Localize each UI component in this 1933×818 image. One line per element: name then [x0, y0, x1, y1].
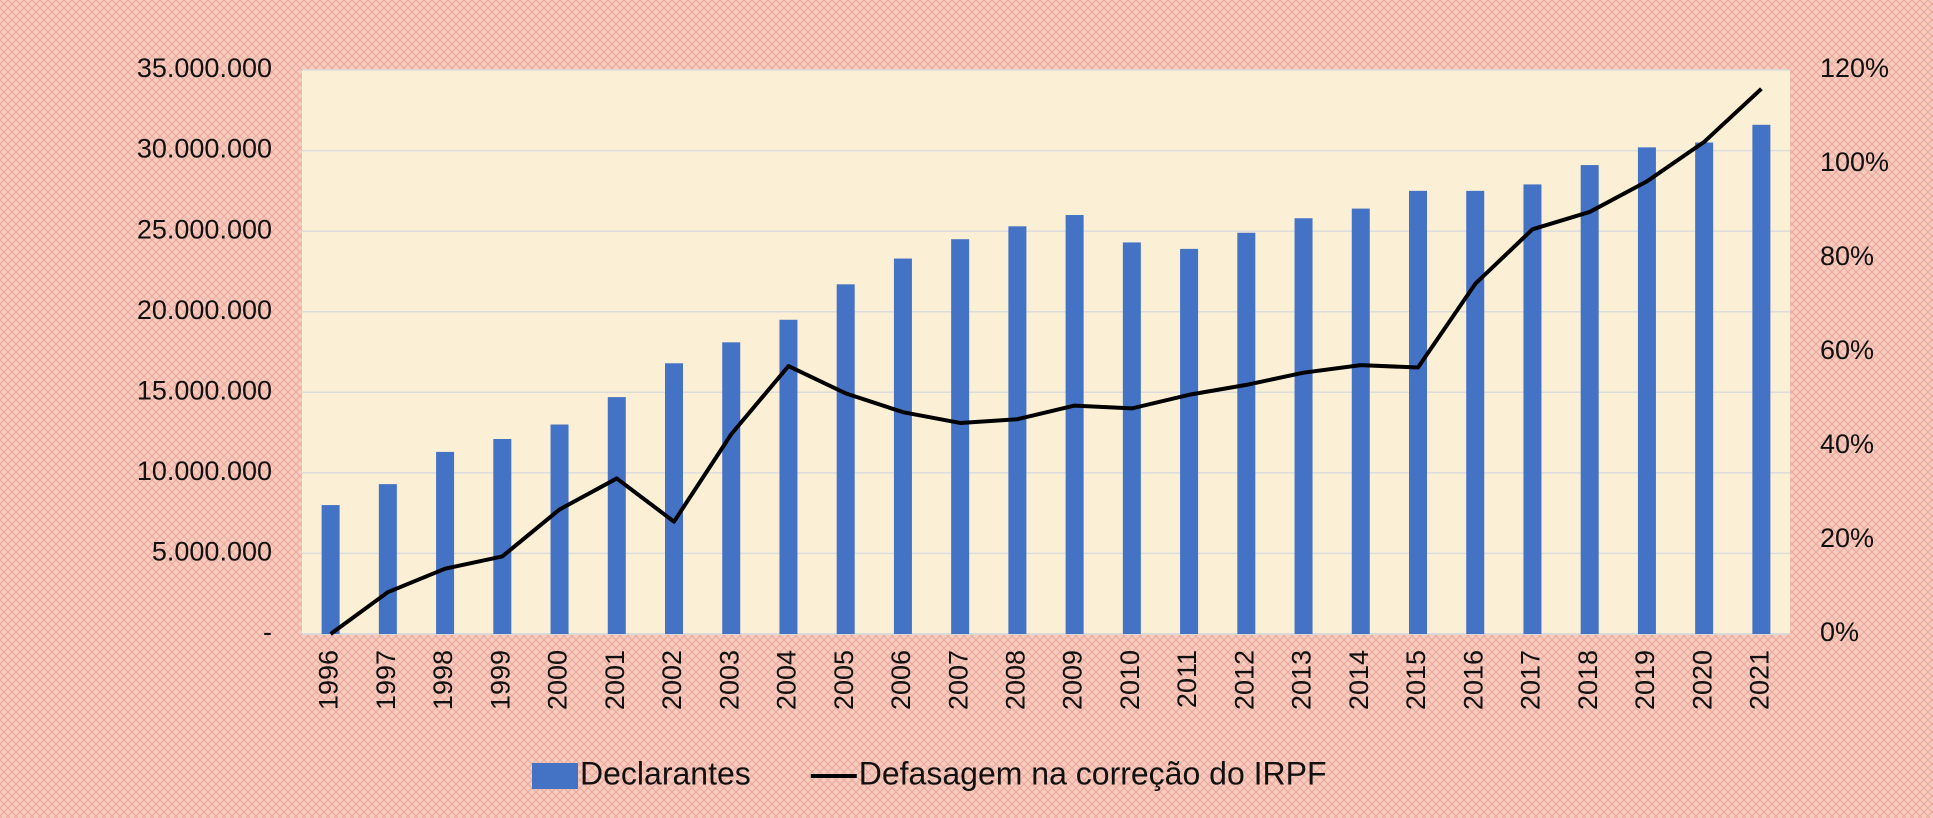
y-tick-label: 30.000.000 [137, 134, 272, 164]
bar [1466, 190, 1485, 634]
x-tick-label: 2017 [1516, 650, 1546, 710]
x-tick-label: 1996 [314, 650, 344, 710]
x-tick-label: 2008 [1001, 650, 1031, 710]
x-tick-label: 2000 [543, 650, 573, 710]
y2-tick-label: 40% [1820, 429, 1874, 459]
bar [1752, 124, 1771, 634]
legend-swatch [532, 763, 578, 789]
bar [493, 439, 512, 634]
y2-tick-label: 100% [1820, 147, 1889, 177]
bar [1523, 184, 1542, 634]
bar [1409, 190, 1427, 634]
bar [951, 239, 970, 634]
x-tick-label: 2020 [1687, 650, 1717, 710]
x-tick-label: 2004 [772, 650, 802, 710]
x-tick-label: 2009 [1058, 650, 1088, 710]
bar [1695, 142, 1714, 634]
bar [436, 451, 455, 634]
x-tick-label: 2018 [1573, 650, 1603, 710]
bar [893, 258, 912, 634]
y-tick-label: 15.000.000 [137, 375, 272, 405]
y2-tick-label: 20% [1820, 523, 1874, 553]
bar [550, 424, 569, 634]
x-tick-label: 2013 [1287, 650, 1317, 710]
x-tick-label: 2002 [657, 650, 687, 710]
y-tick-label: - [263, 617, 272, 647]
bar [722, 342, 741, 634]
bar [378, 484, 397, 634]
x-tick-label: 2012 [1229, 650, 1259, 710]
x-tick-label: 2015 [1401, 650, 1431, 710]
bar [1237, 232, 1256, 635]
x-tick-label: 2019 [1630, 650, 1660, 710]
bar [1008, 226, 1027, 634]
bar [1580, 165, 1599, 634]
x-tick-label: 2006 [886, 650, 916, 710]
x-tick-label: 1998 [428, 650, 458, 710]
bar [1637, 147, 1656, 634]
bar [1122, 242, 1141, 634]
x-tick-label: 2003 [714, 650, 744, 710]
bar [836, 284, 855, 634]
bar [1294, 218, 1313, 634]
bar [1065, 215, 1084, 634]
y2-tick-label: 0% [1820, 617, 1859, 647]
bar [779, 319, 798, 634]
x-tick-label: 2005 [829, 650, 859, 710]
bar [607, 397, 626, 634]
y-tick-label: 35.000.000 [137, 53, 272, 83]
bar [665, 363, 683, 634]
x-tick-label: 1999 [485, 650, 515, 710]
x-tick-label: 2007 [943, 650, 973, 710]
y2-tick-label: 80% [1820, 241, 1874, 271]
bar [321, 505, 340, 634]
legend-label: Declarantes [580, 755, 751, 791]
y-tick-label: 10.000.000 [137, 456, 272, 486]
y-tick-label: 25.000.000 [137, 214, 272, 244]
x-tick-label: 2016 [1458, 650, 1488, 710]
y2-tick-label: 120% [1820, 53, 1889, 83]
plot-area [302, 70, 1790, 634]
x-tick-label: 2021 [1745, 650, 1775, 710]
x-tick-label: 2001 [600, 650, 630, 710]
x-tick-label: 2010 [1115, 650, 1145, 710]
x-tick-label: 2014 [1344, 650, 1374, 710]
y-tick-label: 20.000.000 [137, 295, 272, 325]
bar [1180, 248, 1199, 634]
y2-tick-label: 60% [1820, 335, 1874, 365]
y-tick-label: 5.000.000 [152, 537, 272, 567]
line [329, 87, 1763, 636]
bar [1351, 208, 1370, 634]
x-tick-label: 1997 [371, 650, 401, 710]
legend-label: Defasagem na correção do IRPF [859, 755, 1327, 791]
x-tick-label: 2011 [1172, 650, 1202, 708]
